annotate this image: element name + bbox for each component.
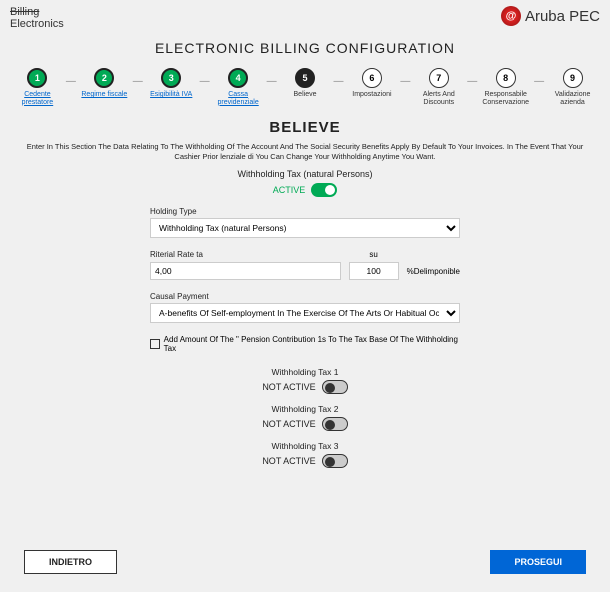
causal-group: Causal Payment A-benefits Of Self-employ… [150, 292, 460, 323]
step-circle: 3 [161, 68, 181, 88]
tax-status: NOT ACTIVE [150, 417, 460, 431]
logo-right-text: Aruba PEC [525, 8, 600, 25]
checkbox-row[interactable]: Add Amount Of The " Pension Contribution… [150, 335, 460, 353]
step-5: 5 Believe [280, 68, 331, 99]
step-6: 6 Impostazioni [346, 68, 397, 99]
tax-item-1: Withholding Tax 1 NOT ACTIVE [150, 367, 460, 394]
step-label: Impostazioni [352, 91, 391, 99]
toggle-active[interactable] [311, 183, 337, 197]
step-circle: 9 [563, 68, 583, 88]
step-1[interactable]: 1 Cedente prestatore [12, 68, 63, 106]
causal-select[interactable]: A-benefits Of Self-employment In The Exe… [150, 303, 460, 323]
page-title: ELECTRONIC BILLING CONFIGURATION [0, 40, 610, 56]
active-label: ACTIVE [273, 185, 306, 195]
dash: — [200, 76, 210, 87]
toggle-tax-2[interactable] [322, 417, 348, 431]
section-desc: Enter In This Section The Data Relating … [0, 142, 610, 163]
step-circle: 6 [362, 68, 382, 88]
logo-line1: Billing [10, 6, 64, 18]
dash: — [133, 76, 143, 87]
tax-item-2: Withholding Tax 2 NOT ACTIVE [150, 404, 460, 431]
pension-checkbox[interactable] [150, 339, 160, 349]
header: Billing Electronics @ Aruba PEC [0, 0, 610, 36]
step-9: 9 Validazione azienda [547, 68, 598, 106]
step-4[interactable]: 4 Cassa previdenziale [213, 68, 264, 106]
step-circle: 2 [94, 68, 114, 88]
tax-status-text: NOT ACTIVE [262, 456, 315, 466]
step-label: Regime fiscale [81, 91, 127, 99]
checkbox-label: Add Amount Of The " Pension Contribution… [164, 335, 460, 353]
causal-label: Causal Payment [150, 292, 460, 301]
step-2[interactable]: 2 Regime fiscale [79, 68, 130, 99]
logo-left: Billing Electronics [10, 6, 64, 30]
active-row: ACTIVE [0, 183, 610, 197]
step-8: 8 Responsabile Conservazione [480, 68, 531, 106]
tax-status: NOT ACTIVE [150, 380, 460, 394]
step-circle: 4 [228, 68, 248, 88]
logo-line2: Electronics [10, 18, 64, 30]
step-label: Alerts And Discounts [413, 91, 464, 106]
step-circle: 7 [429, 68, 449, 88]
tax-label: Withholding Tax 3 [150, 441, 460, 451]
tax-item-3: Withholding Tax 3 NOT ACTIVE [150, 441, 460, 468]
form: Holding Type Withholding Tax (natural Pe… [0, 207, 610, 468]
next-button[interactable]: PROSEGUI [490, 550, 586, 574]
step-label: Cedente prestatore [12, 91, 63, 106]
holding-type-label: Holding Type [150, 207, 460, 216]
withholding-label: Withholding Tax (natural Persons) [0, 169, 610, 179]
dash: — [467, 76, 477, 87]
step-circle: 1 [27, 68, 47, 88]
holding-type-group: Holding Type Withholding Tax (natural Pe… [150, 207, 460, 238]
pct-label: %Delimponible [407, 267, 460, 280]
su-input[interactable] [349, 262, 399, 280]
step-label: Responsabile Conservazione [480, 91, 531, 106]
tax-status-text: NOT ACTIVE [262, 382, 315, 392]
riterial-input[interactable] [150, 262, 341, 280]
step-label: Cassa previdenziale [213, 91, 264, 106]
riterial-label: Riterial Rate ta [150, 250, 341, 259]
tax-label: Withholding Tax 2 [150, 404, 460, 414]
toggle-tax-3[interactable] [322, 454, 348, 468]
rate-row: Riterial Rate ta su %Delimponible [150, 250, 460, 280]
dash: — [333, 76, 343, 87]
step-7: 7 Alerts And Discounts [413, 68, 464, 106]
aruba-icon: @ [501, 6, 521, 26]
holding-type-select[interactable]: Withholding Tax (natural Persons) [150, 218, 460, 238]
tax-status-text: NOT ACTIVE [262, 419, 315, 429]
dash: — [66, 76, 76, 87]
step-3[interactable]: 3 Esigibilità IVA [146, 68, 197, 99]
toggle-tax-1[interactable] [322, 380, 348, 394]
step-label: Esigibilità IVA [150, 91, 192, 99]
back-button[interactable]: INDIETRO [24, 550, 117, 574]
step-circle: 5 [295, 68, 315, 88]
tax-label: Withholding Tax 1 [150, 367, 460, 377]
su-label: su [349, 250, 399, 259]
dash: — [534, 76, 544, 87]
logo-right: @ Aruba PEC [501, 6, 600, 26]
step-label: Validazione azienda [547, 91, 598, 106]
stepper: 1Cedente prestatore — 2Regime fiscale — … [0, 68, 610, 106]
step-circle: 8 [496, 68, 516, 88]
tax-status: NOT ACTIVE [150, 454, 460, 468]
dash: — [267, 76, 277, 87]
section-title: BELIEVE [0, 119, 610, 136]
step-label: Believe [294, 91, 317, 99]
dash: — [400, 76, 410, 87]
footer: INDIETRO PROSEGUI [0, 550, 610, 574]
